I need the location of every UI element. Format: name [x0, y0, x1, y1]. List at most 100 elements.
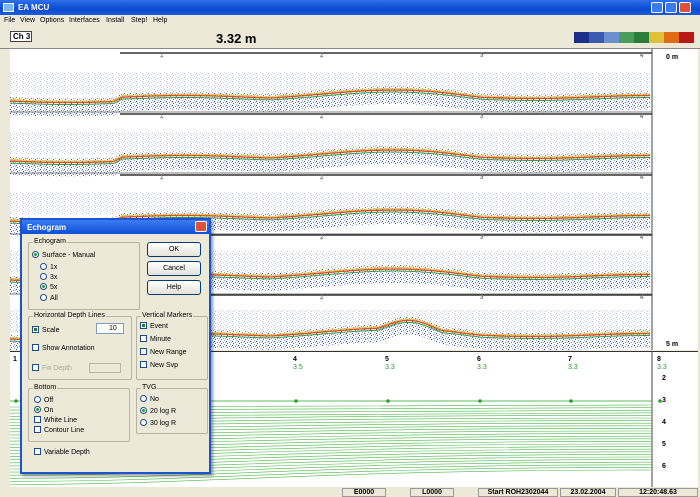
- marker-number: 1: [13, 356, 17, 363]
- checkbox[interactable]: [140, 348, 147, 355]
- option-label: 30 log R: [150, 420, 177, 427]
- dialog-title: Echogram: [27, 223, 67, 232]
- marker-label: 4: [640, 295, 644, 301]
- marker-depth: 3.3: [657, 364, 667, 371]
- contour-line: [10, 464, 653, 479]
- checkbox[interactable]: [32, 364, 39, 371]
- radio-option[interactable]: 30 log R: [140, 419, 176, 427]
- radio[interactable]: [40, 283, 47, 290]
- radio-option[interactable]: Surface - Manual: [32, 251, 95, 259]
- group-title: Echogram: [33, 238, 67, 245]
- menu-item[interactable]: Options: [40, 17, 65, 24]
- marker-label: 3: [480, 295, 484, 301]
- radio[interactable]: [140, 395, 147, 402]
- menu-item[interactable]: Step!: [131, 17, 148, 24]
- marker-depth: 3.3: [477, 364, 487, 371]
- marker-label: 4: [640, 53, 644, 59]
- radio-option[interactable]: No: [140, 395, 159, 403]
- marker-depth: 3.3: [385, 364, 395, 371]
- checkbox-option[interactable]: New Svp: [140, 361, 178, 369]
- checkbox[interactable]: [32, 344, 39, 351]
- marker-label: 2: [320, 235, 324, 241]
- radio[interactable]: [32, 251, 39, 258]
- marker-number: 6: [477, 356, 481, 363]
- radio-option[interactable]: All: [40, 294, 58, 302]
- radio-option[interactable]: 20 log R: [140, 407, 176, 415]
- help-button[interactable]: Help: [147, 280, 201, 295]
- option-label: New Svp: [150, 362, 179, 369]
- marker-label: 3: [480, 114, 484, 120]
- dialog-close[interactable]: [195, 221, 207, 232]
- marker-number: 5: [385, 356, 389, 363]
- depth-label: 2: [662, 375, 666, 382]
- option-label: Minute: [150, 336, 172, 343]
- checkbox[interactable]: [34, 448, 41, 455]
- close-button[interactable]: [679, 2, 691, 13]
- checkbox-option[interactable]: Variable Depth: [34, 448, 90, 456]
- checkbox[interactable]: [34, 416, 41, 423]
- checkbox-option[interactable]: Contour Line: [34, 426, 84, 434]
- scale-spin[interactable]: 10: [96, 323, 124, 334]
- checkbox[interactable]: [140, 335, 147, 342]
- option-label: Event: [150, 323, 168, 330]
- checkbox-option[interactable]: New Range: [140, 348, 187, 356]
- depth-label: 6: [662, 463, 666, 470]
- option-label: Contour Line: [44, 427, 85, 434]
- radio[interactable]: [40, 294, 47, 301]
- radio-option[interactable]: On: [34, 406, 53, 414]
- seabed-echo-yellow: [10, 148, 651, 162]
- radio[interactable]: [140, 407, 147, 414]
- maximize-button[interactable]: [665, 2, 677, 13]
- radio[interactable]: [140, 419, 147, 426]
- menu-item[interactable]: View: [20, 17, 36, 24]
- option-label: 20 log R: [150, 408, 177, 415]
- menu-item[interactable]: Help: [153, 17, 168, 24]
- vertical-markers-group: Vertical Markers: [136, 312, 208, 380]
- checkbox[interactable]: [32, 326, 39, 333]
- menu-item[interactable]: Install: [106, 17, 125, 24]
- radio-option[interactable]: 1x: [40, 263, 57, 271]
- color-scale: [574, 32, 694, 43]
- fix-depth-dropdown: [89, 363, 121, 373]
- echo-scatter: [10, 132, 650, 154]
- radio-option[interactable]: 3x: [40, 273, 57, 281]
- status-bar: E0000 L0000 Start ROH2302044 23.02.2004 …: [0, 487, 700, 497]
- checkbox-option[interactable]: Show Annotation: [32, 344, 95, 352]
- channel-box[interactable]: Ch 3: [10, 31, 32, 42]
- checkbox[interactable]: [34, 426, 41, 433]
- status-date: 23.02.2004: [560, 488, 616, 497]
- option-label: New Range: [150, 349, 187, 356]
- radio[interactable]: [34, 396, 41, 403]
- dialog-title-bar: Echogram: [22, 220, 209, 234]
- radio[interactable]: [34, 406, 41, 413]
- marker-depth: 3.3: [568, 364, 578, 371]
- ok-button[interactable]: OK: [147, 242, 201, 257]
- menu-item[interactable]: File: [4, 17, 16, 24]
- group-title: Bottom: [33, 384, 58, 391]
- checkbox-option[interactable]: Minute: [140, 335, 171, 343]
- option-label: All: [50, 295, 58, 302]
- checkbox[interactable]: [140, 361, 147, 368]
- checkbox[interactable]: [140, 322, 147, 329]
- app-icon: [3, 3, 14, 12]
- echo-scatter: [10, 72, 650, 94]
- minimize-button[interactable]: [651, 2, 663, 13]
- option-label: 1x: [50, 264, 58, 271]
- cancel-button[interactable]: Cancel: [147, 261, 201, 276]
- option-label: Fix Depth: [42, 365, 72, 372]
- checkbox-option[interactable]: Scale: [32, 326, 60, 334]
- radio-option[interactable]: Off: [34, 396, 53, 404]
- checkbox-option[interactable]: Event: [140, 322, 168, 330]
- scale-bottom-label: 5 m: [666, 341, 678, 348]
- menu-item[interactable]: Interfaces: [69, 17, 100, 24]
- menu-bar: File View Options Interfaces Install Ste…: [0, 15, 700, 27]
- option-label: Scale: [42, 327, 60, 334]
- depth-lines-group: Horizontal Depth Lines: [28, 312, 132, 380]
- radio[interactable]: [40, 273, 47, 280]
- marker-label: 3: [480, 235, 484, 241]
- marker-label: 1: [160, 114, 164, 120]
- checkbox-option[interactable]: White Line: [34, 416, 77, 424]
- radio-option[interactable]: 5x: [40, 283, 57, 291]
- checkbox-option[interactable]: Fix Depth: [32, 364, 72, 372]
- radio[interactable]: [40, 263, 47, 270]
